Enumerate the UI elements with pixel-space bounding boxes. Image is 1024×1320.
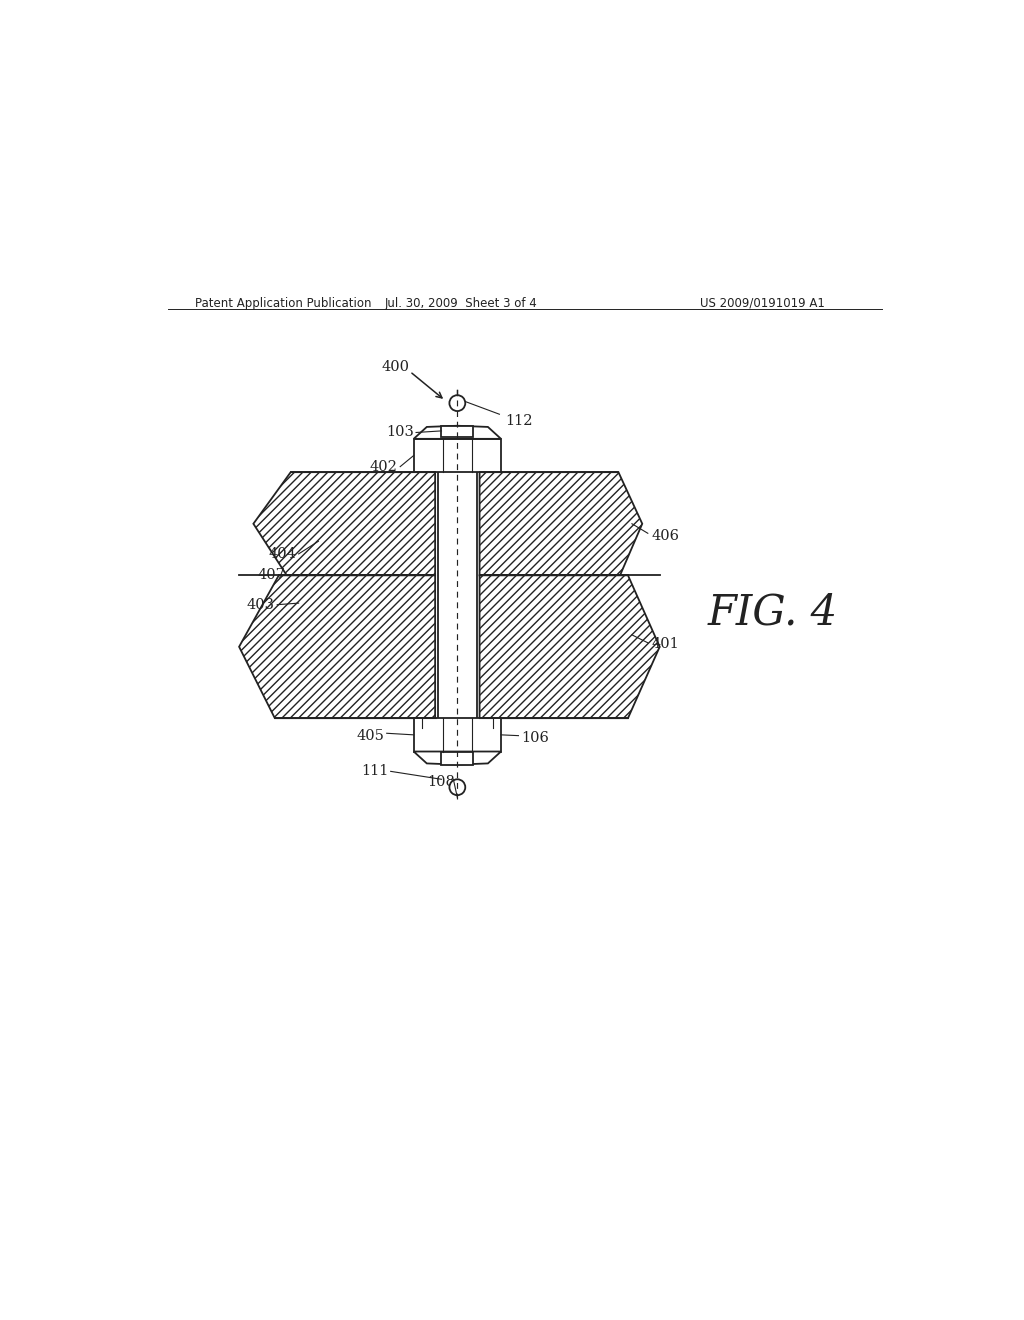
Bar [441,751,473,764]
Text: 403: 403 [247,598,274,611]
Polygon shape [414,751,501,764]
Circle shape [450,779,465,795]
Text: Patent Application Publication: Patent Application Publication [196,297,372,310]
Polygon shape [414,426,501,438]
Text: 401: 401 [652,638,680,651]
Text: 106: 106 [521,731,549,744]
Text: 400: 400 [382,359,410,374]
Bar [441,426,473,437]
Text: 405: 405 [356,729,384,743]
Text: 112: 112 [505,413,532,428]
Text: 111: 111 [360,764,388,779]
Circle shape [450,395,465,411]
Bar [414,718,501,751]
Polygon shape [240,576,435,718]
Text: Jul. 30, 2009  Sheet 3 of 4: Jul. 30, 2009 Sheet 3 of 4 [385,297,538,310]
Text: 406: 406 [652,528,680,543]
Bar [437,469,477,722]
Text: 103: 103 [386,425,414,440]
Text: 108: 108 [428,775,456,788]
Text: FIG. 4: FIG. 4 [708,591,838,634]
Polygon shape [479,576,659,718]
Polygon shape [253,473,435,576]
Text: US 2009/0191019 A1: US 2009/0191019 A1 [700,297,825,310]
Text: 402: 402 [370,459,397,474]
Polygon shape [479,473,642,576]
Bar [414,438,501,473]
Text: 407: 407 [257,569,285,582]
Text: 404: 404 [268,546,296,561]
